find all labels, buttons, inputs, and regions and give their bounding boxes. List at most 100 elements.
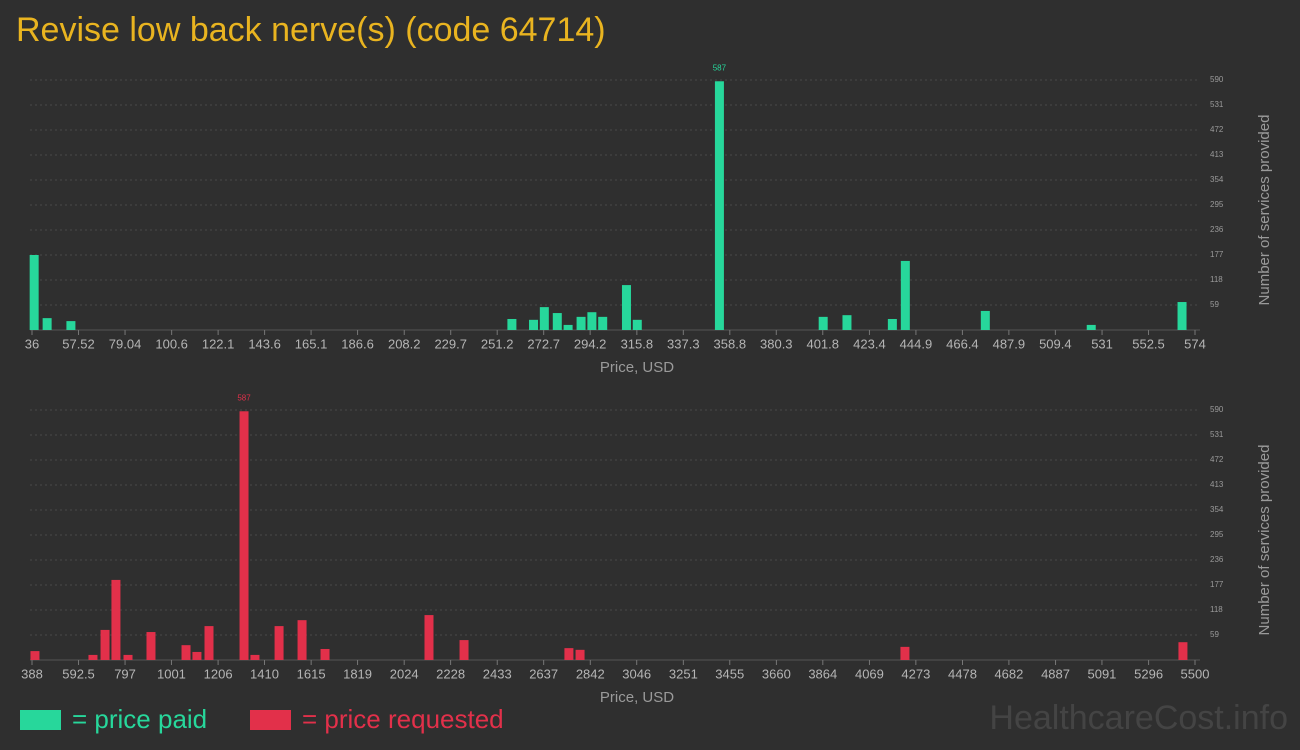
y-tick-label: 590 <box>1210 405 1224 414</box>
y-tick-label: 118 <box>1210 605 1223 614</box>
y-tick-label: 354 <box>1210 505 1224 514</box>
peak-label: 587 <box>713 63 727 72</box>
x-tick-label: 5091 <box>1087 666 1116 681</box>
bar <box>842 315 852 330</box>
x-tick-label: 315.8 <box>621 336 654 351</box>
x-tick-label: 4273 <box>901 666 930 681</box>
y-tick-label: 177 <box>1210 580 1224 589</box>
bar <box>459 640 469 660</box>
bar <box>598 316 608 330</box>
bar <box>123 654 133 660</box>
x-axis-label: Price, USD <box>600 359 674 376</box>
watermark: HealthcareCost.info <box>989 699 1288 737</box>
x-tick-label: 5296 <box>1134 666 1163 681</box>
x-tick-label: 1615 <box>297 666 326 681</box>
x-tick-label: 444.9 <box>900 336 933 351</box>
y-tick-label: 236 <box>1210 225 1224 234</box>
x-tick-label: 592.5 <box>62 666 95 681</box>
y-tick-label: 354 <box>1210 175 1224 184</box>
bar <box>320 648 330 660</box>
y-tick-label: 531 <box>1210 100 1224 109</box>
y-tick-label: 531 <box>1210 430 1224 439</box>
bar <box>714 81 724 331</box>
bar <box>29 255 39 330</box>
x-tick-label: 100.6 <box>155 336 188 351</box>
y-tick-label: 295 <box>1210 200 1224 209</box>
bar <box>66 321 76 330</box>
bar <box>1178 642 1188 660</box>
x-tick-label: 57.52 <box>62 336 95 351</box>
bar <box>239 411 249 660</box>
bar <box>529 319 539 330</box>
bar <box>980 310 990 330</box>
y-tick-label: 118 <box>1210 275 1223 284</box>
bar <box>30 651 40 660</box>
x-tick-label: 5500 <box>1181 666 1210 681</box>
bar <box>900 260 910 330</box>
bar <box>111 579 121 660</box>
bar <box>587 312 597 330</box>
x-tick-label: 4887 <box>1041 666 1070 681</box>
bar <box>575 649 585 660</box>
x-axis-label: Price, USD <box>600 689 674 706</box>
x-tick-label: 2842 <box>576 666 605 681</box>
x-tick-label: 552.5 <box>1132 336 1165 351</box>
bar <box>632 319 642 330</box>
y-tick-label: 472 <box>1210 125 1224 134</box>
x-tick-label: 797 <box>114 666 136 681</box>
x-tick-label: 1819 <box>343 666 372 681</box>
x-tick-label: 3660 <box>762 666 791 681</box>
legend-label: = price paid <box>72 704 207 734</box>
bar <box>250 654 260 660</box>
bar <box>563 324 573 330</box>
bar <box>539 307 549 330</box>
bar <box>818 316 828 330</box>
bar <box>204 626 214 660</box>
bar <box>42 318 52 330</box>
x-tick-label: 3251 <box>669 666 698 681</box>
x-tick-label: 1206 <box>204 666 233 681</box>
x-tick-label: 251.2 <box>481 336 514 351</box>
y-tick-label: 236 <box>1210 555 1224 564</box>
x-tick-label: 186.6 <box>341 336 374 351</box>
bar <box>88 654 98 660</box>
y-tick-label: 177 <box>1210 250 1224 259</box>
bar <box>576 316 586 330</box>
x-tick-label: 79.04 <box>109 336 142 351</box>
x-tick-label: 380.3 <box>760 336 793 351</box>
legend-label: = price requested <box>302 704 504 734</box>
x-tick-label: 531 <box>1091 336 1113 351</box>
x-tick-label: 122.1 <box>202 336 235 351</box>
bar <box>192 651 202 660</box>
bar <box>552 313 562 330</box>
x-tick-label: 2433 <box>483 666 512 681</box>
x-tick-label: 208.2 <box>388 336 421 351</box>
x-tick-label: 487.9 <box>993 336 1026 351</box>
x-tick-label: 337.3 <box>667 336 700 351</box>
bar <box>424 615 434 660</box>
x-tick-label: 165.1 <box>295 336 328 351</box>
bar <box>274 626 284 660</box>
y-tick-label: 295 <box>1210 530 1224 539</box>
bar <box>181 645 191 660</box>
legend-swatch <box>250 710 291 730</box>
y-tick-label: 590 <box>1210 75 1224 84</box>
y-axis-label: Number of services provided <box>1256 445 1273 636</box>
x-tick-label: 388 <box>21 666 43 681</box>
x-tick-label: 4682 <box>994 666 1023 681</box>
x-tick-label: 36 <box>25 336 39 351</box>
y-tick-label: 472 <box>1210 455 1224 464</box>
x-tick-label: 3864 <box>808 666 837 681</box>
x-tick-label: 2637 <box>529 666 558 681</box>
x-tick-label: 574 <box>1184 336 1206 351</box>
bar <box>1086 324 1096 330</box>
bar <box>621 285 631 330</box>
x-tick-label: 4069 <box>855 666 884 681</box>
x-tick-label: 294.2 <box>574 336 607 351</box>
peak-label: 587 <box>237 393 251 402</box>
x-tick-label: 509.4 <box>1039 336 1072 351</box>
bar <box>564 648 574 660</box>
x-tick-label: 143.6 <box>248 336 281 351</box>
y-axis-label: Number of services provided <box>1256 115 1273 306</box>
